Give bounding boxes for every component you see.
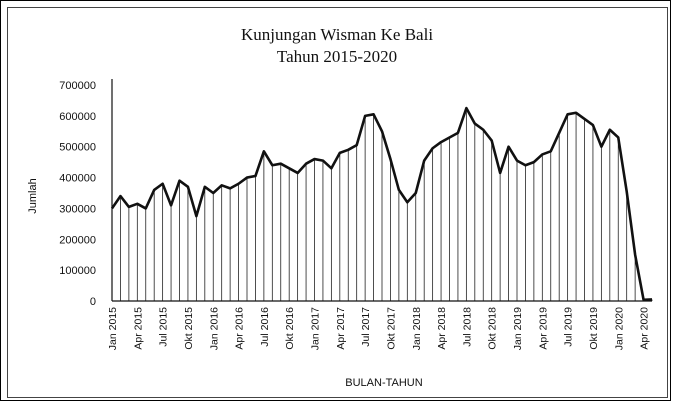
x-tick-label: Okt 2019 xyxy=(588,307,600,350)
x-tick-label: Apr 2020 xyxy=(639,307,651,350)
x-tick-label: Okt 2016 xyxy=(284,307,296,350)
y-tick-labels: 0 100000 200000 300000 400000 500000 600000 700… xyxy=(59,80,96,308)
y-tick-label: 500000 xyxy=(59,142,96,154)
x-tick-label: Apr 2018 xyxy=(436,307,448,350)
y-tick-label: 100000 xyxy=(59,265,96,277)
x-tick-label: Jan 2018 xyxy=(411,307,423,350)
chart-title: Kunjungan Wisman Ke Bali xyxy=(241,25,433,44)
chart-subtitle: Tahun 2015-2020 xyxy=(277,47,397,66)
axes xyxy=(111,79,652,302)
x-tick-label: Jan 2019 xyxy=(512,307,524,350)
x-tick-label: Jul 2016 xyxy=(259,307,271,347)
y-tick-label: 400000 xyxy=(59,173,96,185)
x-tick-labels: Jan 2015 Apr 2015 Jul 2015 Okt 2015 Jan 2016… xyxy=(107,307,651,350)
series-line xyxy=(110,106,653,302)
chart-inner-border xyxy=(7,7,668,398)
drop-lines xyxy=(111,108,653,301)
y-tick-label: 200000 xyxy=(59,234,96,246)
x-tick-label: Jul 2018 xyxy=(461,307,473,347)
x-tick-label: Jul 2017 xyxy=(360,307,372,347)
x-tick-label: Okt 2015 xyxy=(183,307,195,350)
x-tick-label: Okt 2018 xyxy=(487,307,499,350)
y-tick-label: 0 xyxy=(90,296,96,308)
x-tick-label: Apr 2019 xyxy=(537,307,549,350)
x-tick-label: Apr 2016 xyxy=(234,307,246,350)
y-tick-label: 700000 xyxy=(59,80,96,92)
x-tick-label: Okt 2017 xyxy=(385,307,397,350)
x-axis-label: BULAN-TAHUN xyxy=(345,377,422,389)
x-tick-label: Apr 2017 xyxy=(335,307,347,350)
y-tick-label: 600000 xyxy=(59,111,96,123)
x-tick-label: Apr 2015 xyxy=(132,307,144,350)
x-tick-label: Jan 2015 xyxy=(107,307,119,350)
x-tick-label: Jan 2017 xyxy=(310,307,322,350)
y-tick-label: 300000 xyxy=(59,203,96,215)
x-tick-label: Jan 2016 xyxy=(208,307,220,350)
x-tick-label: Jul 2015 xyxy=(158,307,170,347)
x-tick-label: Jul 2019 xyxy=(563,307,575,347)
x-tick-label: Jan 2020 xyxy=(613,307,625,350)
y-axis-label: Jumlah xyxy=(27,178,39,213)
